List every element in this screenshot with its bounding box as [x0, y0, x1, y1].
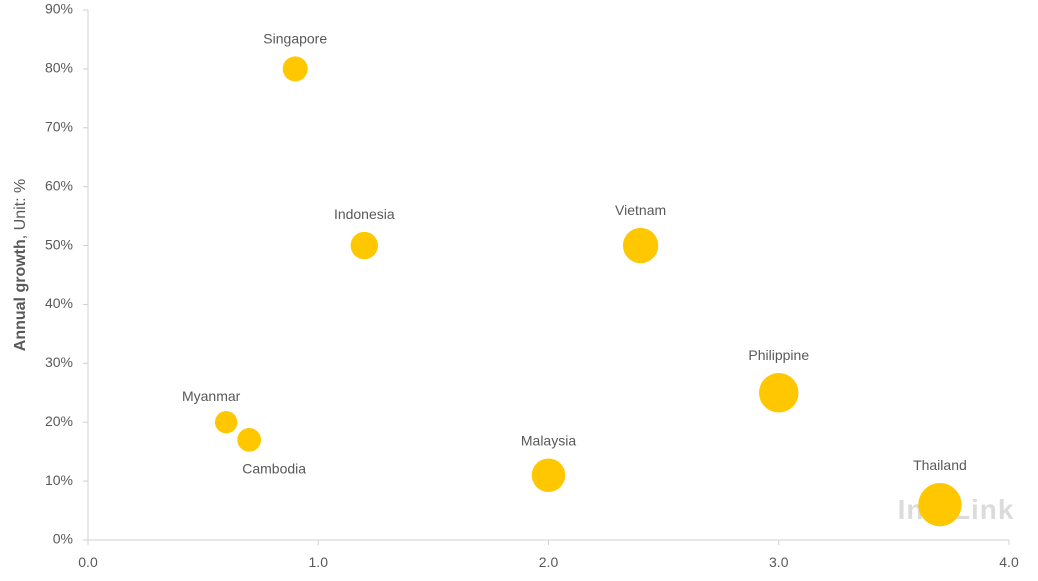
bubble-label-vietnam: Vietnam [615, 202, 666, 218]
bubble-myanmar [214, 411, 238, 434]
bubble-label-indonesia: Indonesia [334, 206, 395, 222]
bubble-label-cambodia: Cambodia [242, 461, 306, 477]
bubble-thailand [918, 483, 962, 527]
bubble-malaysia [531, 458, 566, 492]
y-tick-label: 40% [45, 295, 73, 311]
bubble-cambodia [237, 428, 262, 452]
y-tick-label: 30% [45, 354, 73, 370]
y-tick-label: 70% [45, 118, 73, 134]
x-tick-label: 4.0 [999, 554, 1019, 570]
bubble-label-malaysia: Malaysia [521, 432, 576, 448]
bubble-indonesia [350, 231, 378, 260]
labels-layer: Singapore Indonesia Vietnam Myanmar Cambodia… [182, 30, 967, 476]
bubbles-layer [214, 56, 962, 527]
y-tick-label: 50% [45, 236, 73, 252]
x-tick-label: 2.0 [539, 554, 559, 570]
y-axis-title-bold: Annual growth [12, 239, 29, 351]
bubble-singapore [282, 56, 308, 82]
y-tick-label: 90% [45, 1, 73, 17]
bubble-label-thailand: Thailand [913, 457, 967, 473]
x-tick-label: 3.0 [769, 554, 789, 570]
y-tick-label: 0% [53, 531, 73, 547]
bubble-label-singapore: Singapore [263, 30, 327, 46]
x-tick-label: 0.0 [78, 554, 98, 570]
y-axis-title-unit: , Unit: % [12, 179, 29, 239]
y-axis-title: Annual growth, Unit: % [12, 179, 29, 351]
y-tick-label: 80% [45, 60, 73, 76]
bubble-philippine [758, 373, 799, 413]
bubble-vietnam [622, 227, 659, 264]
y-tick-label: 60% [45, 177, 73, 193]
y-tick-label: 20% [45, 413, 73, 429]
bubble-label-philippine: Philippine [748, 347, 809, 363]
x-tick-label: 1.0 [309, 554, 329, 570]
bubble-label-myanmar: Myanmar [182, 388, 241, 404]
y-tick-label: 10% [45, 472, 73, 488]
axes-layer: 0% 10% 20% 30% 40% 50% 60% 70% 80% 90% 0.0 1.0 2.0 3.… [12, 1, 1019, 570]
